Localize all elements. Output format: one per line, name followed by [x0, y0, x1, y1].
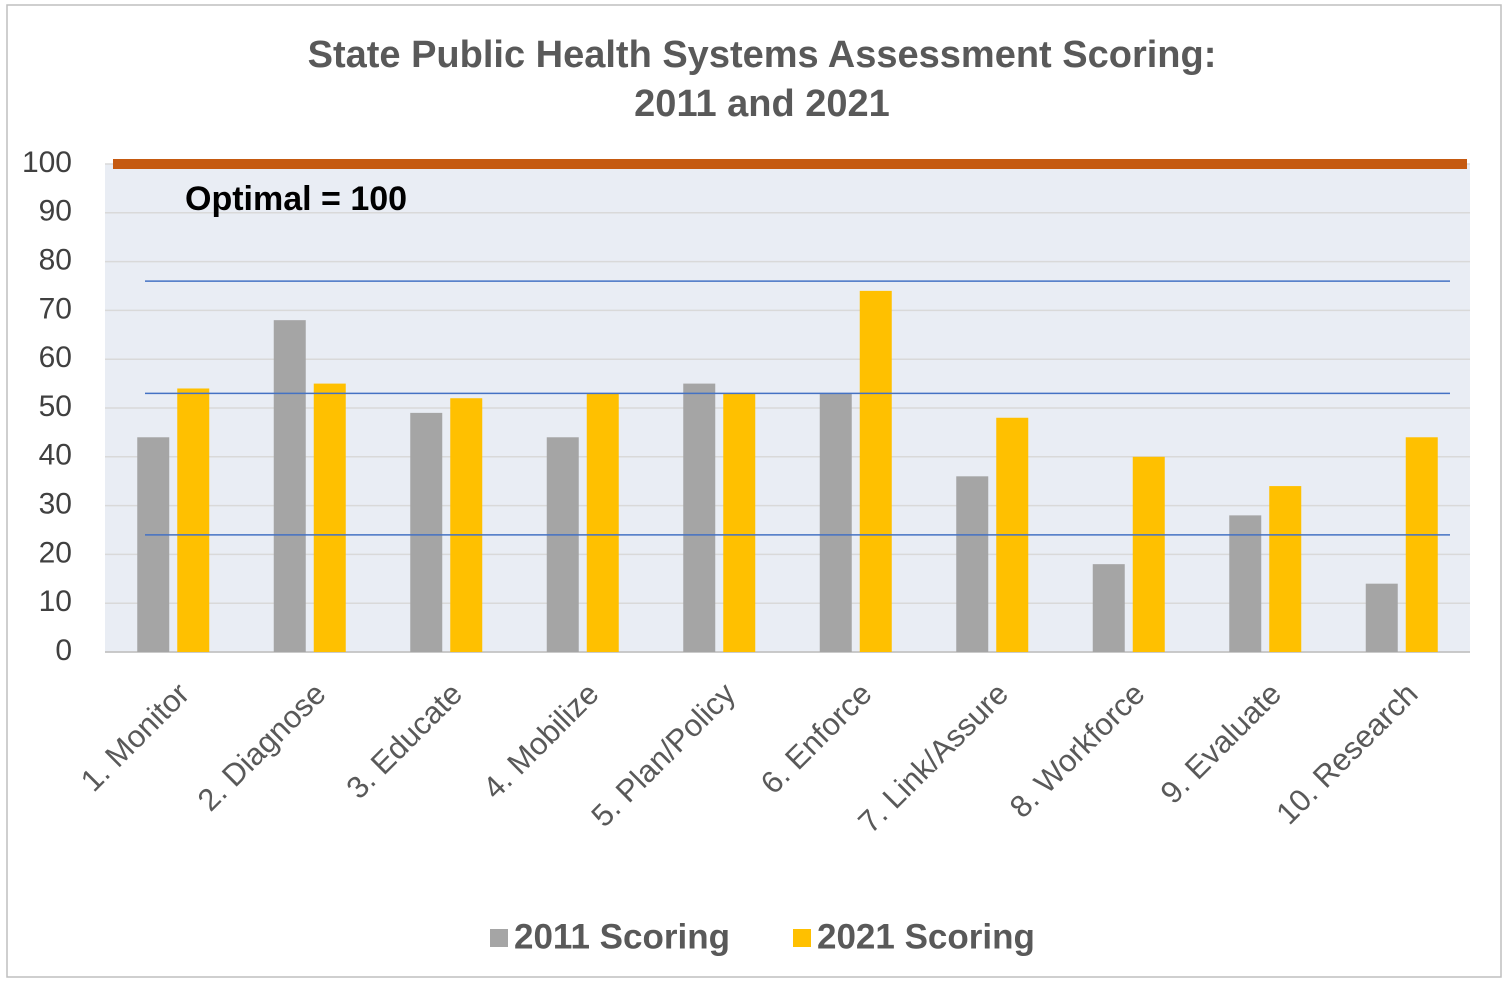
bar: [956, 476, 989, 652]
legend-label: 2021 Scoring: [817, 917, 1035, 956]
bar: [723, 393, 756, 652]
y-tick-label: 70: [39, 292, 72, 325]
y-tick-label: 90: [39, 195, 72, 228]
bar: [1132, 456, 1165, 652]
bar: [177, 388, 210, 652]
legend-swatch: [793, 929, 811, 947]
bar: [683, 383, 716, 652]
y-tick-label: 0: [55, 634, 72, 667]
chart-title: 2011 and 2021: [634, 83, 890, 125]
bar: [1405, 437, 1438, 652]
y-tick-label: 20: [39, 536, 72, 569]
bar: [273, 320, 306, 652]
bar: [313, 383, 346, 652]
bar: [1229, 515, 1262, 652]
y-tick-label: 30: [39, 488, 72, 521]
bar: [137, 437, 170, 652]
y-tick-label: 50: [39, 390, 72, 423]
y-tick-label: 80: [39, 244, 72, 277]
y-tick-label: 60: [39, 341, 72, 374]
legend-label: 2011 Scoring: [514, 917, 730, 956]
bar: [859, 290, 892, 652]
bar: [410, 412, 443, 652]
bar: [1365, 583, 1398, 652]
bar: [1092, 564, 1125, 652]
chart-title: State Public Health Systems Assessment S…: [308, 34, 1217, 76]
y-tick-label: 100: [22, 146, 72, 179]
annotation: Optimal = 100: [185, 180, 407, 218]
bar: [1269, 486, 1302, 652]
y-tick-label: 10: [39, 585, 72, 618]
bar: [450, 398, 483, 652]
bar: [546, 437, 579, 652]
bar: [819, 393, 852, 652]
bar: [586, 393, 619, 652]
y-tick-label: 40: [39, 439, 72, 472]
legend-swatch: [490, 929, 508, 947]
